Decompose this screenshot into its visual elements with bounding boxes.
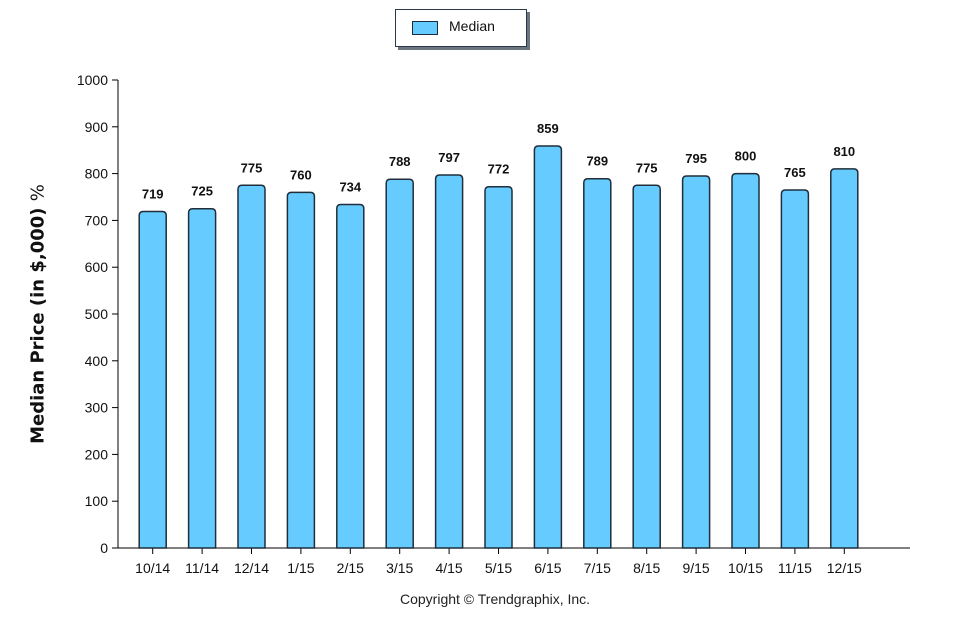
bar: [681, 175, 711, 549]
bar: [336, 203, 365, 549]
x-tick-label: 2/15: [337, 560, 364, 576]
data-label: 719: [142, 187, 164, 202]
data-label: 765: [784, 165, 806, 180]
y-tick-label: 0: [100, 540, 108, 556]
x-tick-label: 1/15: [287, 560, 314, 576]
x-tick-label: 6/15: [534, 560, 561, 576]
y-tick-label: 1000: [77, 72, 108, 88]
y-tick-label: 600: [85, 259, 109, 275]
data-label: 810: [833, 144, 855, 159]
y-tick-label: 900: [85, 119, 109, 135]
x-tick-label: 8/15: [633, 560, 660, 576]
data-label: 772: [488, 162, 510, 177]
bar: [583, 177, 612, 549]
x-tick-label: 3/15: [386, 560, 413, 576]
data-label: 795: [685, 151, 707, 166]
y-tick-label: 300: [85, 400, 109, 416]
y-tick-label: 500: [85, 306, 109, 322]
legend: Median: [395, 9, 527, 47]
y-tick-label: 100: [85, 493, 109, 509]
bar: [385, 178, 414, 549]
bar: [434, 174, 464, 549]
bar: [780, 189, 810, 549]
data-label: 725: [191, 184, 213, 199]
data-label: 800: [735, 149, 757, 164]
data-label: 775: [636, 160, 658, 175]
y-tick-label: 400: [85, 353, 109, 369]
x-tick-label: 10/14: [135, 560, 170, 576]
x-tick-label: 4/15: [435, 560, 462, 576]
bar: [731, 172, 760, 549]
data-label: 859: [537, 121, 559, 136]
x-tick-label: 10/15: [728, 560, 763, 576]
data-label: 775: [241, 160, 263, 175]
x-tick-label: 12/14: [234, 560, 269, 576]
bar: [286, 191, 316, 549]
data-label: 760: [290, 167, 312, 182]
bar: [237, 184, 266, 549]
bar: [138, 210, 167, 549]
data-label: 797: [438, 150, 460, 165]
bar: [830, 168, 859, 549]
bar: [187, 207, 217, 549]
y-tick-label: 700: [85, 212, 109, 228]
bar: [533, 145, 563, 549]
y-tick-label: 800: [85, 166, 109, 182]
x-tick-label: 7/15: [584, 560, 611, 576]
y-tick-label: 200: [85, 446, 109, 462]
x-tick-label: 9/15: [682, 560, 709, 576]
legend-label-median: Median: [449, 18, 495, 34]
copyright-text: Copyright © Trendgraphix, Inc.: [400, 591, 591, 607]
x-tick-label: 5/15: [485, 560, 512, 576]
x-tick-label: 11/14: [185, 560, 219, 576]
data-label: 734: [339, 179, 361, 194]
x-tick-label: 11/15: [778, 560, 812, 576]
bar: [632, 184, 661, 549]
data-label: 788: [389, 154, 411, 169]
bar: [484, 185, 513, 549]
x-tick-label: 12/15: [827, 560, 862, 576]
legend-swatch-median: [412, 21, 438, 35]
data-label: 789: [586, 154, 608, 169]
